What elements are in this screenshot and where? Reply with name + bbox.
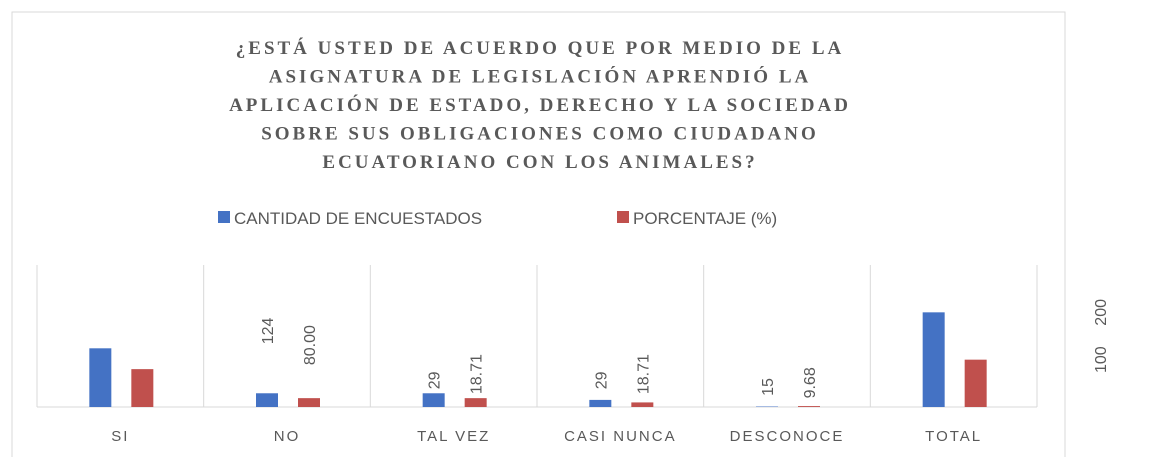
- x-tick-label: DESCONOCE: [730, 428, 845, 445]
- x-tick-label: CASI NUNCA: [564, 428, 677, 445]
- data-label: 15: [760, 378, 777, 396]
- bar: [631, 402, 654, 407]
- bar: [964, 359, 987, 407]
- bar: [89, 348, 112, 407]
- x-tick-label: TOTAL: [925, 428, 982, 445]
- legend-label: PORCENTAJE (%): [633, 209, 777, 228]
- bar: [464, 398, 487, 407]
- legend-swatch: [218, 211, 230, 223]
- chart-title: APLICACIÓN DE ESTADO, DERECHO Y LA SOCIE…: [229, 94, 851, 116]
- y-tick-label: 100: [1093, 346, 1110, 373]
- chart-title: ¿ESTÁ USTED DE ACUERDO QUE POR MEDIO DE …: [236, 37, 844, 59]
- x-tick-label: TAL VEZ: [417, 428, 490, 445]
- data-label: 29: [427, 371, 444, 389]
- bar: [798, 406, 820, 407]
- bar: [131, 369, 154, 407]
- bar: [589, 399, 612, 407]
- y-tick-label: 200: [1093, 299, 1110, 326]
- bar: [422, 393, 445, 407]
- chart-title: ASIGNATURA DE LEGISLACIÓN APRENDIÓ LA: [269, 66, 811, 88]
- chart-frame: [11, 11, 1066, 457]
- data-label: 18.71: [635, 354, 652, 394]
- x-tick-label: SI: [111, 428, 129, 445]
- bar: [298, 398, 320, 407]
- data-label: 124: [260, 318, 277, 345]
- data-label: 80.00: [302, 325, 319, 365]
- data-label: 29: [593, 371, 610, 389]
- x-tick-label: NO: [274, 428, 301, 445]
- data-label: 9.68: [802, 367, 819, 398]
- chart-title: ECUATORIANO CON LOS ANIMALES?: [322, 152, 757, 173]
- bar: [922, 312, 945, 407]
- legend-swatch: [617, 211, 629, 223]
- legend-label: CANTIDAD DE ENCUESTADOS: [234, 209, 482, 228]
- chart-title: SOBRE SUS OBLIGACIONES COMO CIUDADANO: [261, 124, 819, 145]
- bar: [256, 393, 278, 407]
- data-label: 18.71: [469, 354, 486, 394]
